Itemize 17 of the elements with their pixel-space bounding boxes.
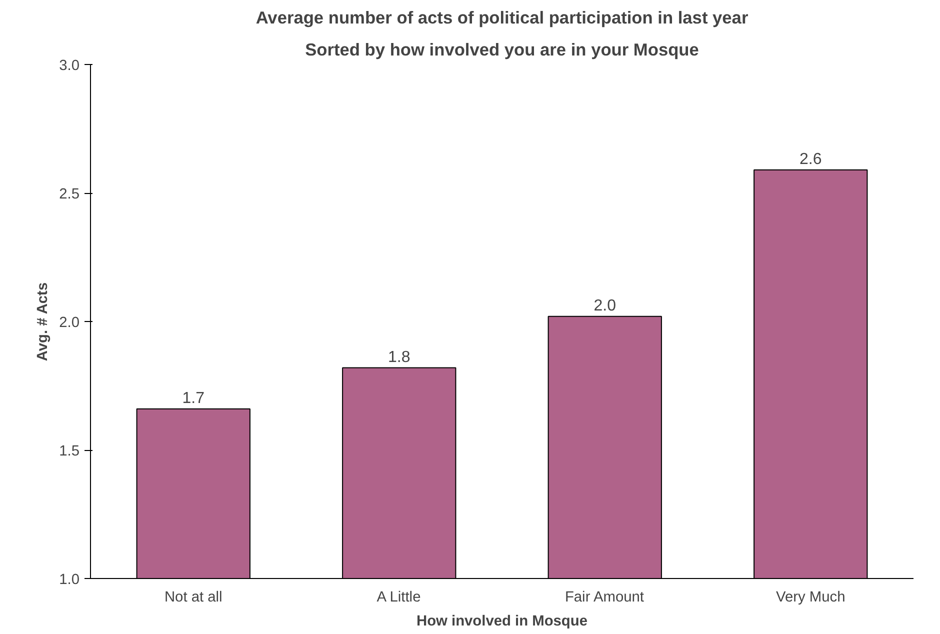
text: 1.0 [59, 572, 80, 588]
chart-title: Average number of acts of political participation in last year [256, 8, 748, 28]
data-label: 2.0 [594, 297, 616, 314]
text: 1.5 [59, 444, 80, 460]
data-label: 1.7 [182, 390, 205, 407]
data-label: 1.8 [388, 348, 410, 366]
y-axis-title: Avg. # Acts [35, 282, 52, 362]
data-label: 2.6 [800, 150, 822, 168]
text: 2.0 [59, 315, 80, 331]
text: 2.5 [59, 186, 80, 202]
x-tick-label: Not at all [164, 590, 222, 606]
x-axis-title: How involved in Mosque [416, 614, 588, 630]
chart-subtitle: Sorted by how involved you are in your Mosque [305, 40, 700, 60]
x-tick-label: A Little [376, 590, 421, 606]
text: 3.0 [59, 58, 80, 74]
x-tick-label: Very Much [776, 590, 846, 606]
x-tick-label: Fair Amount [564, 590, 644, 606]
